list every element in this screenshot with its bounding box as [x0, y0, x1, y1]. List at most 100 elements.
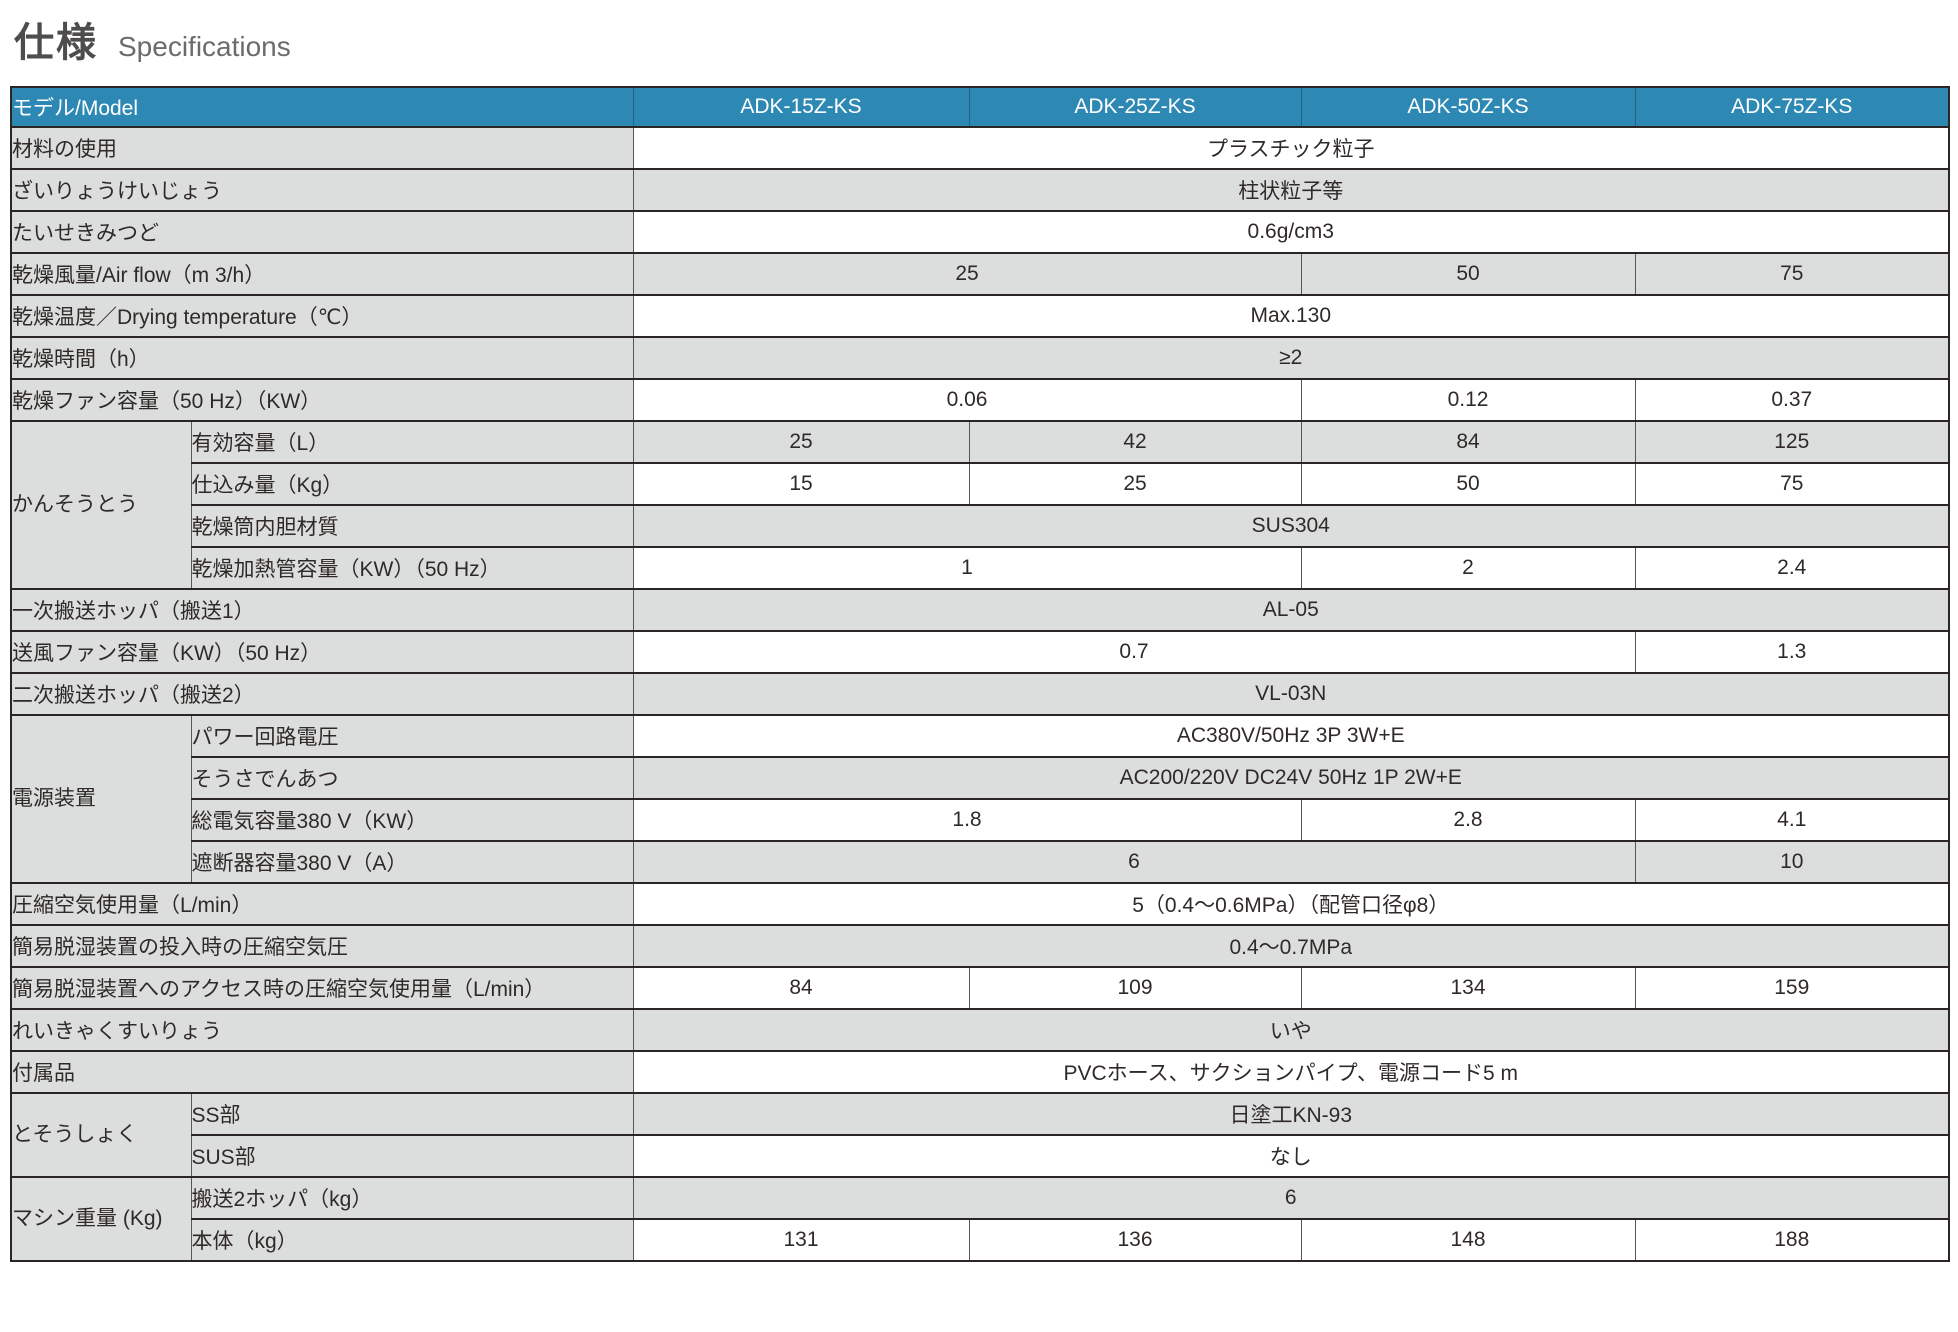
- spec-value: Max.130: [632, 294, 1949, 337]
- model-column-header: ADK-75Z-KS: [1634, 86, 1949, 127]
- spec-value: 15: [632, 462, 969, 505]
- table-row: 乾燥温度／Drying temperature（℃） Max.130: [10, 294, 1949, 337]
- spec-value: 2.8: [1300, 798, 1635, 841]
- table-row: 送風ファン容量（KW）（50 Hz） 0.7 1.3: [10, 630, 1949, 673]
- spec-value: なし: [632, 1134, 1949, 1177]
- row-label: 乾燥温度／Drying temperature（℃）: [10, 294, 633, 337]
- spec-value: 柱状粒子等: [632, 168, 1949, 211]
- table-row: れいきゃくすいりょう いや: [10, 1008, 1949, 1051]
- table-row: 本体（kg） 131 136 148 188: [11, 1218, 1949, 1261]
- row-label: 本体（kg）: [190, 1218, 633, 1261]
- spec-value: AL-05: [632, 588, 1949, 631]
- spec-value: 125: [1634, 420, 1949, 463]
- row-label: SS部: [190, 1092, 633, 1135]
- spec-value: 131: [632, 1218, 969, 1261]
- spec-value: 75: [1634, 252, 1949, 295]
- row-label: 材料の使用: [10, 126, 633, 169]
- spec-value: 2.4: [1634, 546, 1949, 589]
- spec-value: 0.4〜0.7MPa: [632, 924, 1949, 967]
- row-label: 乾燥時間（h）: [10, 336, 633, 379]
- table-row: かんそうとう 有効容量（L） 25 42 84 125: [10, 420, 1949, 589]
- spec-value: 0.12: [1300, 378, 1635, 421]
- spec-value: ≥2: [632, 336, 1949, 379]
- table-row: 遮断器容量380 V（A） 6 10: [11, 840, 1949, 883]
- table-row: 乾燥風量/Air flow（m 3/h） 25 50 75: [10, 252, 1949, 295]
- spec-value: 84: [632, 966, 969, 1009]
- row-label: 乾燥加熱管容量（KW）（50 Hz）: [190, 546, 633, 589]
- table-row: 付属品 PVCホース、サクションパイプ、電源コード5 m: [10, 1050, 1949, 1093]
- row-label: ざいりょうけいじょう: [10, 168, 633, 211]
- model-column-header: ADK-50Z-KS: [1300, 86, 1635, 127]
- page-title-japanese: 仕様: [14, 21, 98, 65]
- table-row: とそうしょく SS部 日塗工KN-93: [10, 1092, 1949, 1177]
- model-column-header: ADK-15Z-KS: [632, 86, 969, 127]
- row-label: れいきゃくすいりょう: [10, 1008, 633, 1051]
- table-row: 圧縮空気使用量（L/min） 5（0.4〜0.6MPa）（配管口径φ8）: [10, 882, 1949, 925]
- spec-value: 1.8: [632, 798, 1301, 841]
- spec-value: 25: [968, 462, 1301, 505]
- spec-value: 1: [632, 546, 1301, 589]
- spec-value: 136: [968, 1218, 1301, 1261]
- row-label: 遮断器容量380 V（A）: [190, 840, 633, 883]
- row-group-label: マシン重量 (Kg): [10, 1176, 191, 1261]
- table-row: 簡易脱湿装置へのアクセス時の圧縮空気使用量（L/min） 84 109 134 159: [10, 966, 1949, 1009]
- table-body: 材料の使用 プラスチック粒子 ざいりょうけいじょう 柱状粒子等 たいせきみつど 0.6g/…: [10, 126, 1949, 1261]
- spec-value: 75: [1634, 462, 1949, 505]
- row-label: 二次搬送ホッパ（搬送2）: [10, 672, 633, 715]
- table-row: 乾燥加熱管容量（KW）（50 Hz） 1 2 2.4: [11, 546, 1949, 589]
- spec-value: 4.1: [1634, 798, 1949, 841]
- model-column-header: ADK-25Z-KS: [968, 86, 1301, 127]
- table-row: 簡易脱湿装置の投入時の圧縮空気圧 0.4〜0.7MPa: [10, 924, 1949, 967]
- spec-value: 25: [632, 252, 1301, 295]
- row-label: 乾燥風量/Air flow（m 3/h）: [10, 252, 633, 295]
- row-label: 搬送2ホッパ（kg）: [190, 1176, 633, 1219]
- spec-value: いや: [632, 1008, 1949, 1051]
- spec-value: 50: [1300, 252, 1635, 295]
- row-label: 仕込み量（Kg）: [190, 462, 633, 505]
- row-label: たいせきみつど: [10, 210, 633, 253]
- row-label: パワー回路電圧: [190, 714, 633, 757]
- spec-value: 84: [1300, 420, 1635, 463]
- row-label: 圧縮空気使用量（L/min）: [10, 882, 633, 925]
- spec-value: 6: [632, 840, 1635, 883]
- spec-value: SUS304: [632, 504, 1949, 547]
- table-row: 一次搬送ホッパ（搬送1） AL-05: [10, 588, 1949, 631]
- row-label: 乾燥筒内胆材質: [190, 504, 633, 547]
- spec-value: 0.7: [632, 630, 1635, 673]
- table-row: 電源装置 パワー回路電圧 AC380V/50Hz 3P 3W+E: [10, 714, 1949, 883]
- spec-value: AC200/220V DC24V 50Hz 1P 2W+E: [632, 756, 1949, 799]
- row-label: 有効容量（L）: [190, 420, 633, 463]
- spec-value: 50: [1300, 462, 1635, 505]
- spec-value: 6: [632, 1176, 1949, 1219]
- spec-value: 148: [1300, 1218, 1635, 1261]
- spec-value: 42: [968, 420, 1301, 463]
- spec-value: 25: [632, 420, 969, 463]
- model-header-label: モデル/Model: [10, 86, 633, 127]
- row-label: そうさでんあつ: [190, 756, 633, 799]
- specifications-table: モデル/Model ADK-15Z-KS ADK-25Z-KS ADK-50Z-…: [10, 86, 1950, 1262]
- table-header-row: モデル/Model ADK-15Z-KS ADK-25Z-KS ADK-50Z-…: [10, 86, 1949, 127]
- spec-value: VL-03N: [632, 672, 1949, 715]
- row-label: 付属品: [10, 1050, 633, 1093]
- table-row: 材料の使用 プラスチック粒子: [10, 126, 1949, 169]
- row-group-label: 電源装置: [10, 714, 191, 883]
- row-label: 簡易脱湿装置の投入時の圧縮空気圧: [10, 924, 633, 967]
- row-label: 一次搬送ホッパ（搬送1）: [10, 588, 633, 631]
- spec-value: 188: [1634, 1218, 1949, 1261]
- spec-value: 日塗工KN-93: [632, 1092, 1949, 1135]
- spec-value: 2: [1300, 546, 1635, 589]
- row-group-label: とそうしょく: [10, 1092, 191, 1177]
- row-label: 乾燥ファン容量（50 Hz）（KW）: [10, 378, 633, 421]
- row-group-label: かんそうとう: [10, 420, 191, 589]
- spec-value: 109: [968, 966, 1301, 1009]
- table-row: 乾燥筒内胆材質 SUS304: [11, 504, 1949, 547]
- spec-value: 10: [1634, 840, 1949, 883]
- table-row: 乾燥ファン容量（50 Hz）（KW） 0.06 0.12 0.37: [10, 378, 1949, 421]
- spec-value: 134: [1300, 966, 1635, 1009]
- table-row: 仕込み量（Kg） 15 25 50 75: [11, 462, 1949, 505]
- spec-value: プラスチック粒子: [632, 126, 1949, 169]
- row-label: 総電気容量380 V（KW）: [190, 798, 633, 841]
- page-title: 仕様 Specifications: [0, 0, 1958, 72]
- table-row: そうさでんあつ AC200/220V DC24V 50Hz 1P 2W+E: [11, 756, 1949, 799]
- spec-value: PVCホース、サクションパイプ、電源コード5 m: [632, 1050, 1949, 1093]
